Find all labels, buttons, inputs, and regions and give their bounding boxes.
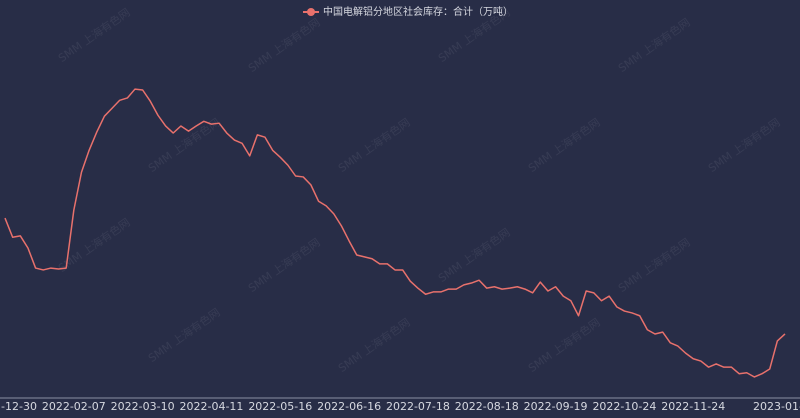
x-tick-label: 2022-07-18 xyxy=(386,400,450,413)
x-tick-label: 2023-01-05 xyxy=(753,400,800,413)
x-tick-label: 2022-09-19 xyxy=(524,400,588,413)
data-line xyxy=(4,88,786,378)
legend-label: 中国电解铝分地区社会库存：合计（万吨） xyxy=(323,5,513,18)
x-tick-label: 2022-11-24 xyxy=(661,400,725,413)
x-tick-label: 2022-02-07 xyxy=(42,400,106,413)
x-tick-label: 2022-08-18 xyxy=(455,400,519,413)
x-tick-label: 2022-06-16 xyxy=(317,400,381,413)
x-tick-label: 2022-03-10 xyxy=(111,400,175,413)
legend-marker xyxy=(307,8,315,16)
x-tick-label: 2022-04-11 xyxy=(180,400,244,413)
x-tick-label: 2022-05-16 xyxy=(248,400,312,413)
x-tick-label: 2022-10-24 xyxy=(592,400,656,413)
x-tick-label: 2021-12-30 xyxy=(0,400,37,413)
